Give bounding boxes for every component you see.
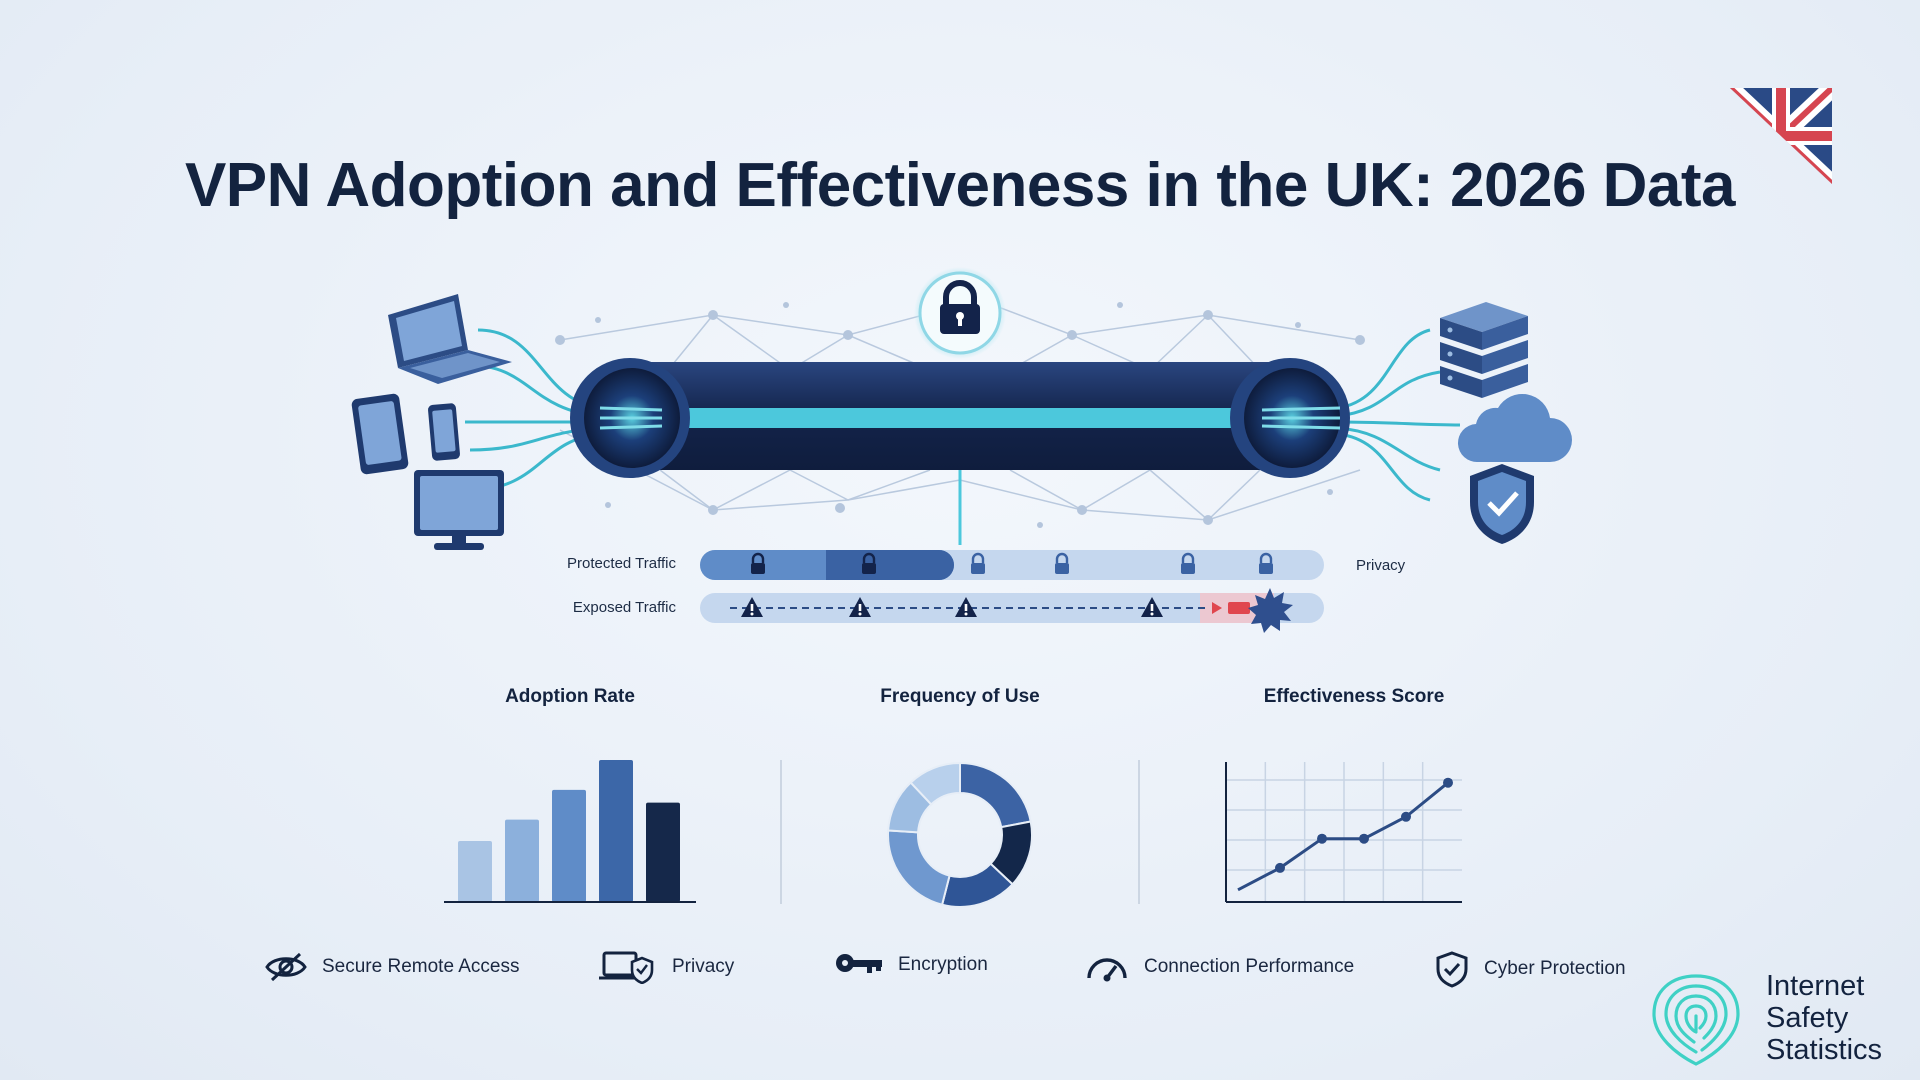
effectiveness-point — [1275, 862, 1285, 873]
frequency-of-use-title: Frequency of Use — [880, 686, 1040, 707]
feature-encryption: Encryption — [834, 950, 988, 980]
network-nodes — [555, 302, 1365, 528]
donut-slice — [909, 761, 961, 806]
laptop-shield-icon — [599, 951, 654, 984]
privacy-label: Privacy — [1356, 557, 1406, 574]
key-icon — [836, 954, 882, 973]
cloud-icon — [1457, 393, 1572, 463]
effectiveness-score-chart — [1225, 762, 1462, 903]
donut-slice — [959, 761, 1032, 829]
brand-line: Safety — [1766, 1002, 1849, 1034]
brand-logo-text: Internet Safety Statistics — [1766, 970, 1882, 1066]
eye-slash-icon — [265, 952, 307, 982]
warning-icon — [741, 597, 1163, 617]
protected-traffic-label: Protected Traffic — [567, 555, 676, 572]
tablet-icon — [351, 393, 409, 475]
adoption-rate-chart — [444, 760, 696, 903]
adoption-bar — [646, 802, 680, 902]
feature-label: Secure Remote Access — [322, 956, 520, 977]
feature-label: Cyber Protection — [1484, 958, 1626, 979]
data-packet-icon — [1212, 602, 1250, 614]
server-icon — [1440, 302, 1528, 398]
page-title: VPN Adoption and Effectiveness in the UK… — [184, 151, 1736, 220]
speedometer-icon — [1087, 958, 1127, 982]
effectiveness-point — [1317, 833, 1327, 844]
effectiveness-line — [1237, 781, 1449, 892]
monitor-icon — [414, 470, 504, 550]
feature-connection-performance: Connection Performance — [1084, 950, 1354, 984]
feature-secure-remote-access: Secure Remote Access — [264, 950, 519, 984]
brand-line: Statistics — [1766, 1034, 1883, 1066]
uk-flag-icon — [1730, 88, 1832, 184]
effectiveness-point — [1443, 777, 1453, 788]
adoption-bar — [505, 819, 539, 902]
traffic-locks — [751, 552, 1273, 574]
shield-check-icon — [1470, 464, 1534, 544]
brand-line: Internet — [1766, 970, 1865, 1002]
effectiveness-point — [1401, 811, 1411, 822]
frequency-of-use-chart — [887, 761, 1033, 908]
donut-slice — [887, 829, 951, 906]
fingerprint-icon — [1652, 974, 1740, 1066]
chart-divider — [780, 760, 782, 904]
exposed-traffic-label: Exposed Traffic — [572, 599, 676, 616]
feature-cyber-protection: Cyber Protection — [1434, 950, 1626, 988]
feature-label: Connection Performance — [1144, 956, 1355, 977]
adoption-bar — [552, 789, 586, 902]
phone-icon — [428, 403, 460, 461]
shield-check-icon — [1436, 951, 1468, 988]
right-cables — [1337, 328, 1461, 502]
effectiveness-point — [1359, 833, 1369, 844]
burst-icon — [1248, 588, 1293, 633]
laptop-icon — [388, 294, 512, 384]
adoption-bar — [458, 840, 492, 902]
effectiveness-score-title: Effectiveness Score — [1263, 686, 1445, 707]
feature-privacy: Privacy — [598, 950, 734, 984]
lock-icon — [914, 267, 1006, 359]
adoption-rate-title: Adoption Rate — [505, 686, 635, 707]
adoption-bar — [599, 760, 633, 902]
chart-divider — [1138, 760, 1140, 904]
vpn-tunnel — [570, 358, 1350, 545]
feature-label: Privacy — [672, 956, 735, 977]
feature-label: Encryption — [898, 954, 988, 975]
protected-traffic-bar — [700, 550, 1324, 580]
